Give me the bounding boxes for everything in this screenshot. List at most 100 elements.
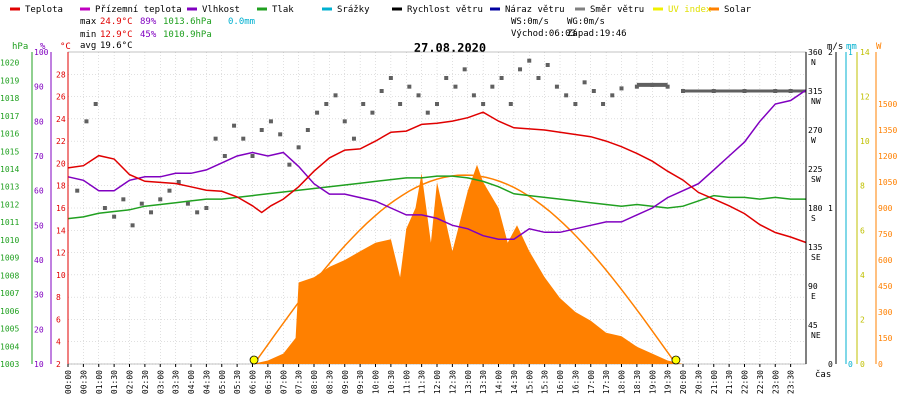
wind-dir-point bbox=[591, 89, 596, 93]
legend-label: UV index bbox=[668, 5, 712, 15]
tick-uv: 2 bbox=[860, 315, 865, 324]
wind-dir-point bbox=[499, 76, 504, 80]
tick-wind-deg: 180 bbox=[808, 204, 823, 213]
wind-dir-point bbox=[102, 206, 107, 210]
tick-pressure: 1020 bbox=[0, 59, 19, 68]
wind-dir-point bbox=[453, 84, 458, 89]
tick-pressure: 1003 bbox=[0, 360, 19, 369]
line-series bbox=[67, 89, 807, 244]
tick-temperature: 28 bbox=[56, 70, 66, 79]
tick-uv: 12 bbox=[860, 93, 870, 102]
x-tick-label: 12:30 bbox=[448, 370, 457, 394]
wind-dir-point bbox=[527, 58, 532, 63]
tick-pressure: 1014 bbox=[0, 165, 19, 174]
x-tick-label: 18:00 bbox=[618, 370, 627, 394]
wind-dir-point bbox=[139, 201, 144, 206]
x-tick-label: 05:00 bbox=[218, 370, 227, 394]
tick-wind-deg: 360 bbox=[808, 48, 823, 57]
x-tick-label: 19:30 bbox=[664, 370, 673, 394]
x-tick-label: 01:00 bbox=[95, 370, 104, 394]
stat-sunrise: Východ:06:03 bbox=[511, 29, 576, 39]
wind-dir-point bbox=[222, 154, 227, 158]
axis-unit-ms: m/s bbox=[827, 42, 843, 52]
wind-dir-point bbox=[241, 136, 246, 141]
stat-sunset: Západ:19:46 bbox=[567, 29, 627, 39]
tick-solar: 1050 bbox=[878, 178, 897, 187]
humidity-line bbox=[67, 89, 807, 240]
x-tick-label: 13:00 bbox=[464, 370, 473, 394]
tick-pressure: 1006 bbox=[0, 307, 19, 316]
wind-dir-point bbox=[342, 119, 347, 124]
wind-dir-point bbox=[471, 93, 476, 98]
tick-wind-dir: E bbox=[811, 292, 816, 301]
tick-pressure: 1008 bbox=[0, 271, 19, 280]
x-tick-label: 03:00 bbox=[156, 370, 165, 394]
tick-uv: 14 bbox=[860, 48, 870, 57]
axis-unit-w: W bbox=[876, 42, 882, 52]
x-tick-label: 20:00 bbox=[679, 370, 688, 394]
tick-solar: 900 bbox=[878, 204, 893, 213]
x-tick-label: 09:30 bbox=[356, 370, 365, 394]
tick-temperature: 18 bbox=[56, 182, 66, 191]
axis-unit-degc: °C bbox=[60, 42, 71, 52]
tick-pressure: 1007 bbox=[0, 289, 19, 298]
x-tick-label: 21:30 bbox=[725, 370, 734, 394]
x-tick-label: 10:30 bbox=[387, 370, 396, 394]
tick-pressure: 1013 bbox=[0, 183, 19, 192]
tick-temperature: 26 bbox=[56, 93, 66, 102]
wind-dir-point bbox=[416, 93, 421, 98]
wind-dir-point bbox=[518, 67, 523, 72]
tick-pressure: 1009 bbox=[0, 254, 19, 263]
tick-pressure: 1005 bbox=[0, 325, 19, 334]
wind-dir-point bbox=[315, 110, 320, 115]
wind-dir-point bbox=[435, 102, 439, 106]
tick-wind-speed: 0 bbox=[828, 360, 833, 369]
tick-wind-deg: 90 bbox=[808, 282, 818, 291]
wind-dir-point bbox=[564, 93, 569, 98]
wind-dir-point bbox=[490, 84, 495, 89]
legend-label: Náraz větru bbox=[505, 5, 565, 15]
stat-min-hum: 45% bbox=[140, 30, 157, 40]
tick-wind-dir: SW bbox=[811, 175, 821, 184]
wind-dir-point bbox=[444, 76, 449, 80]
tick-wind-dir: N bbox=[811, 58, 816, 67]
wind-dir-point bbox=[554, 84, 559, 89]
stat-min-temp: 12.9°C bbox=[100, 30, 133, 40]
tick-humidity: 80 bbox=[34, 117, 44, 126]
x-tick-label: 14:30 bbox=[510, 370, 519, 394]
axes: 1003100410051006100710081009101010111012… bbox=[0, 48, 897, 369]
tick-solar: 1500 bbox=[878, 100, 897, 109]
tick-temperature: 12 bbox=[56, 249, 66, 258]
wind-dir-point bbox=[213, 136, 218, 141]
wind-dir-point bbox=[407, 84, 412, 89]
x-tick-label: 14:00 bbox=[495, 370, 504, 394]
wind-dir-point bbox=[278, 132, 283, 137]
tick-humidity: 50 bbox=[34, 221, 44, 230]
x-tick-label: 05:30 bbox=[233, 370, 242, 394]
wind-dir-point bbox=[130, 223, 135, 228]
x-tick-label: 23:30 bbox=[787, 370, 796, 394]
tick-pressure: 1016 bbox=[0, 130, 19, 139]
tick-wind-dir: SE bbox=[811, 253, 821, 262]
wind-dir-point bbox=[573, 102, 578, 106]
x-tick-label: 10:00 bbox=[372, 370, 381, 394]
wind-dir-point bbox=[287, 162, 292, 167]
wind-dir-point bbox=[75, 188, 80, 193]
tick-humidity: 90 bbox=[34, 83, 44, 92]
tick-uv: 0 bbox=[860, 360, 865, 369]
x-tick-label: 00:30 bbox=[79, 370, 88, 394]
legend-label: Přízemní teplota bbox=[95, 5, 182, 15]
x-tick-label: 13:30 bbox=[479, 370, 488, 394]
wind-dir-point bbox=[425, 110, 430, 115]
sun-marker-Západ bbox=[671, 355, 681, 365]
wind-dir-point bbox=[232, 123, 237, 128]
wind-dir-point bbox=[204, 206, 209, 210]
wind-dir-point bbox=[398, 102, 403, 106]
x-tick-label: 22:30 bbox=[756, 370, 765, 394]
x-tick-label: 07:30 bbox=[295, 370, 304, 394]
tick-wind-deg: 45 bbox=[808, 321, 818, 330]
legend: Teplota Přízemní teplota Vlhkost Tlak Srážky… bbox=[10, 5, 752, 15]
wind-dir-point bbox=[508, 102, 513, 106]
legend-label: Směr větru bbox=[590, 5, 644, 15]
wind-dir-point bbox=[582, 80, 587, 85]
